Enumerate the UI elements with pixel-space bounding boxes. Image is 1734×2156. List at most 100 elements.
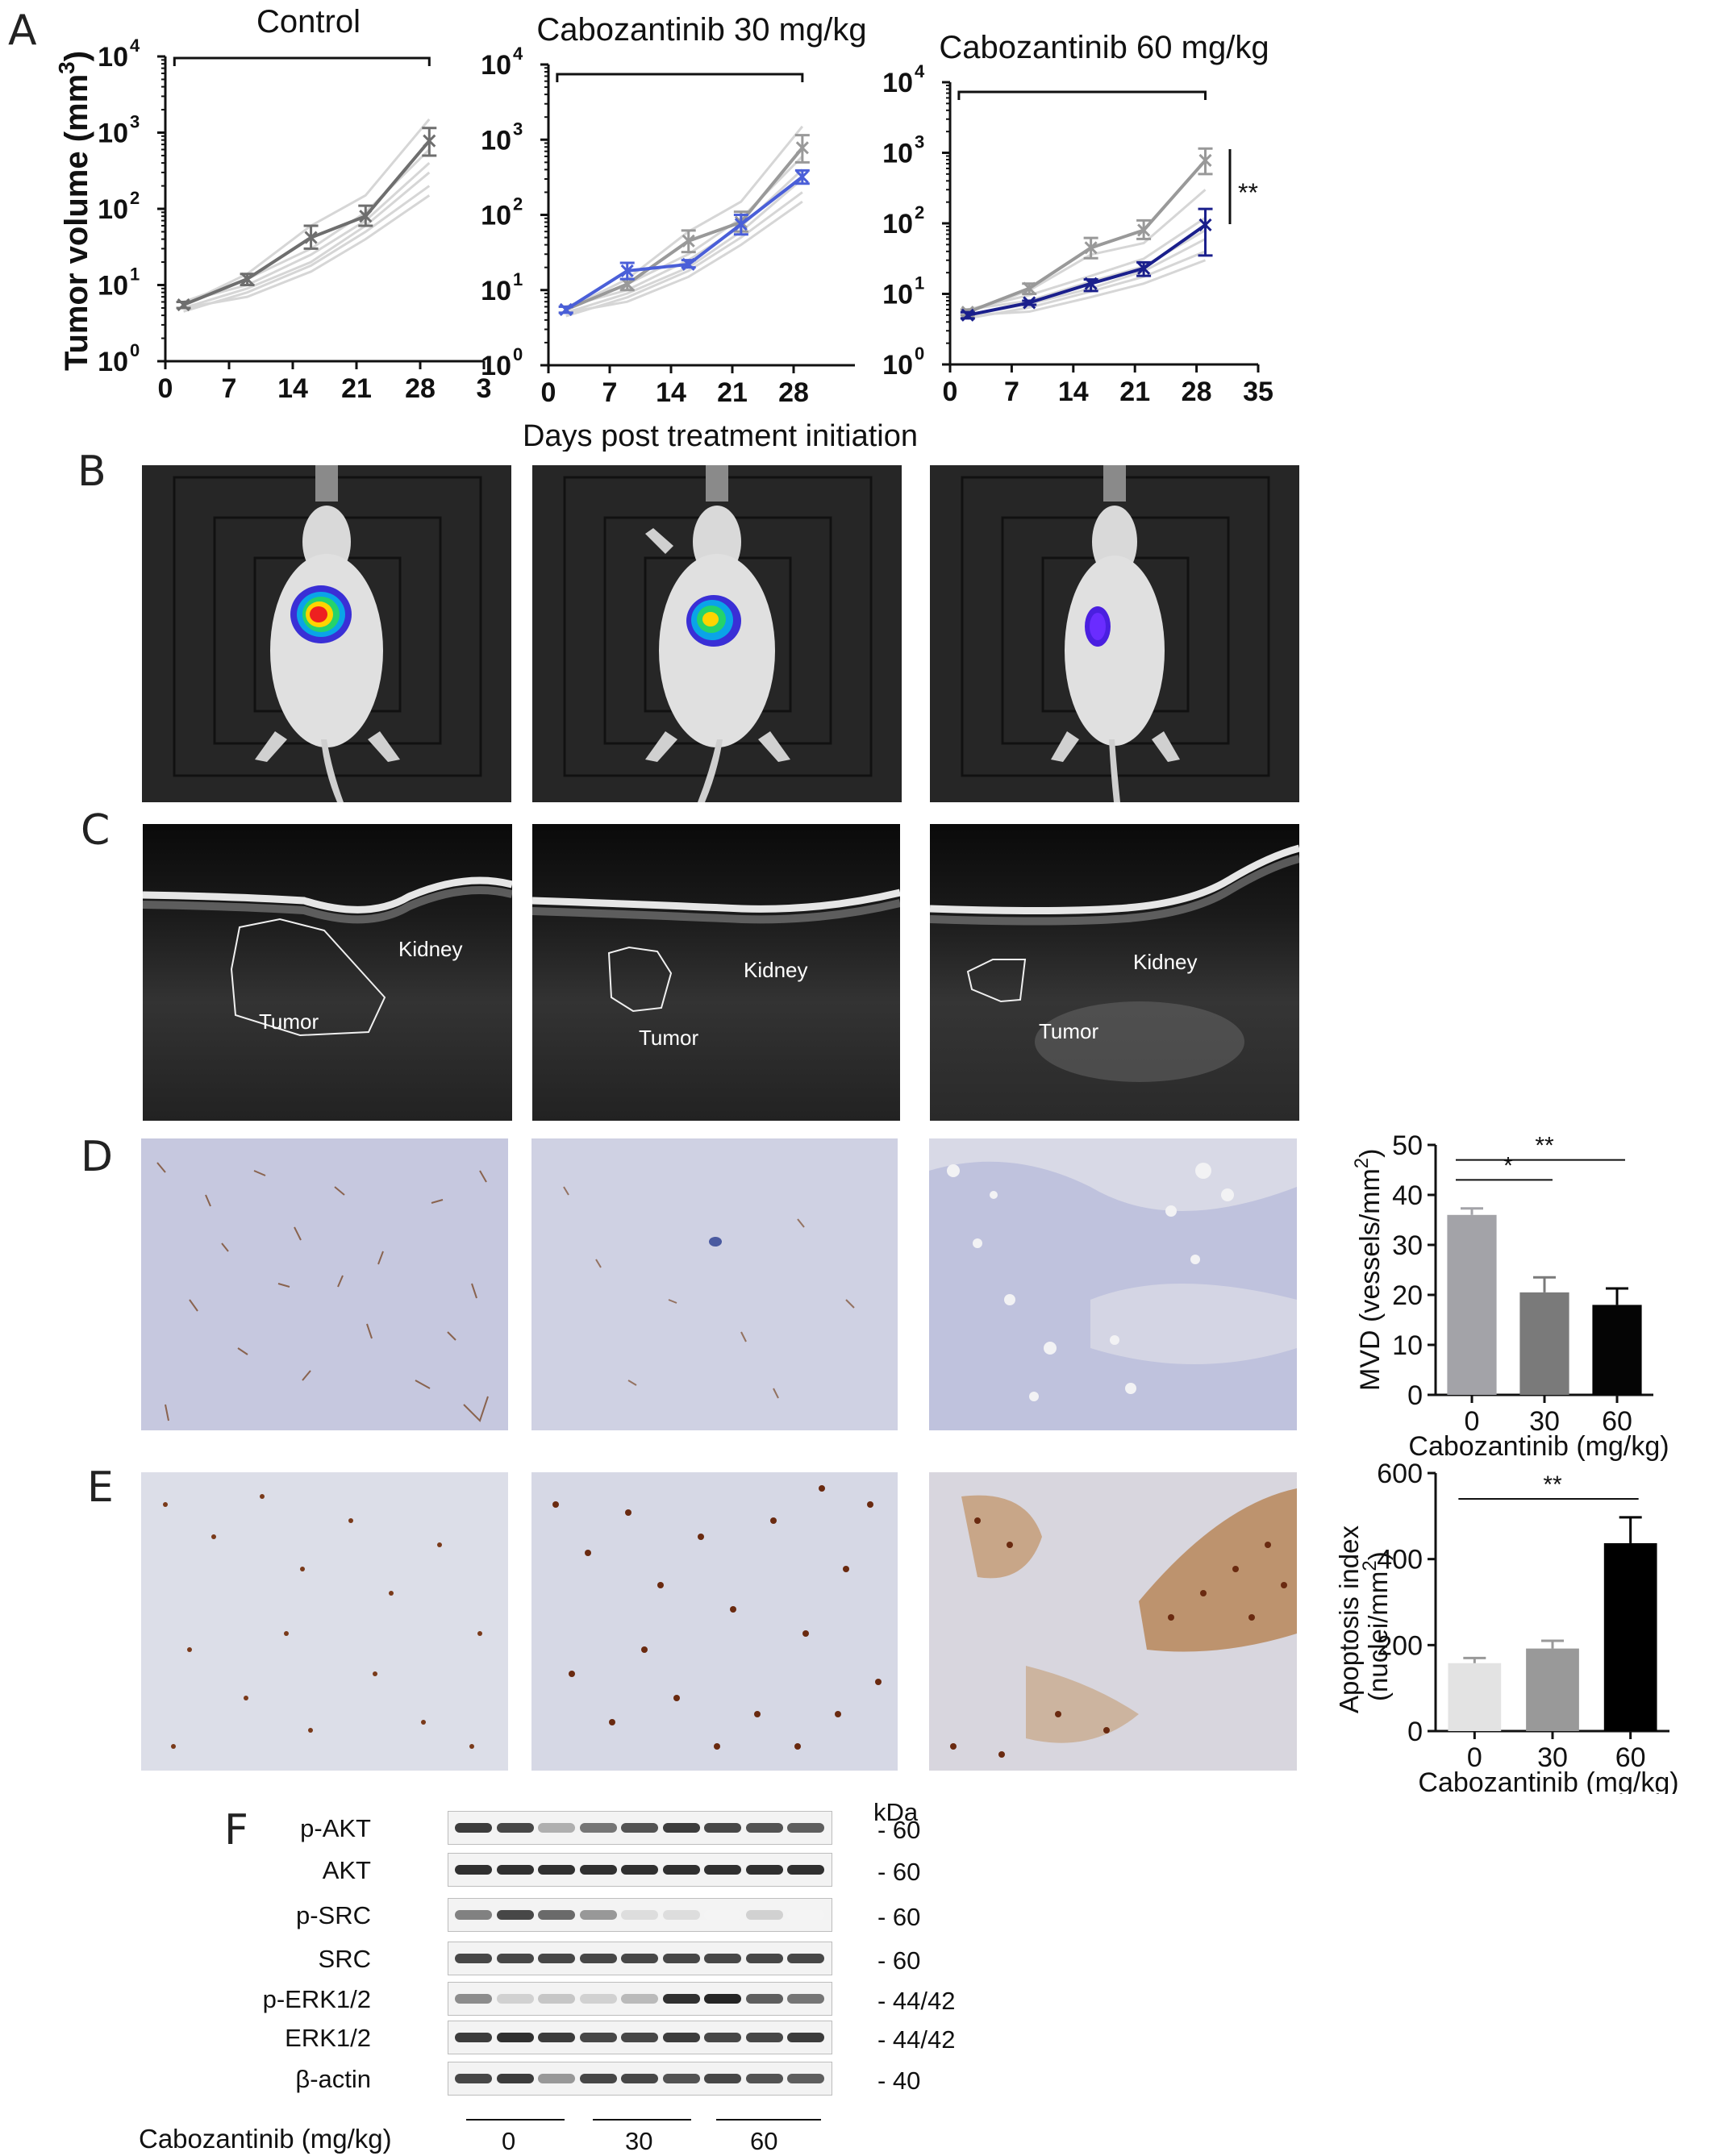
mvd-xlabel: Cabozantinib (mg/kg) [1408,1431,1669,1462]
apoptosis-x-tick-label-0: 0 [1467,1742,1482,1773]
x-tick-label-2-1: 7 [1004,377,1019,407]
data-point-0-0-1 [240,272,254,286]
blot-band-5-3 [579,2033,617,2042]
y-tick-label-1-0: 10 [481,351,511,381]
panel-label-d: D [81,1133,114,1181]
mvd-bar-2 [1592,1305,1642,1395]
blot-band-6-2 [538,2074,575,2083]
treatment-bracket-1 [556,73,804,82]
y-tick-label-2-2: 10 [882,209,913,239]
blot-band-0-3 [579,1823,617,1833]
blot-kda-2: - 60 [877,1903,921,1931]
blot-band-6-6 [704,2074,741,2083]
mvd-x-tick-label-1: 30 [1529,1406,1560,1437]
western-blot-panel: kDa p-AKT - 60 AKT - 60 p-SRC - 60 SRC - 60 p-ER… [0,1782,1048,2155]
blot-label-5: ERK1/2 [285,2024,371,2052]
blot-band-2-4 [621,1910,658,1920]
kda-header: kDa [873,1798,919,1826]
individual-trace-0-5 [183,194,431,310]
y-tick-exp-1-0: 0 [513,344,523,364]
blot-kda-0: - 60 [877,1816,921,1844]
blot-band-5-6 [704,2033,741,2042]
blot-strip-3 [448,1942,832,1975]
y-tick-exp-1-4: 4 [513,44,523,64]
blot-band-2-3 [579,1910,617,1920]
y-tick-label-2-1: 10 [882,280,913,310]
mvd-x-tick-label-2: 60 [1602,1406,1632,1437]
y-tick-exp-2-2: 2 [915,202,924,223]
apoptosis-bar-0 [1448,1663,1502,1731]
individual-trace-0-2 [183,185,431,313]
data-point-0-0-0 [177,298,190,312]
y-tick-exp-2-0: 0 [915,343,924,364]
bli-image-30 [532,465,902,802]
data-point-2-0-4 [1198,153,1212,168]
blot-band-3-0 [455,1954,492,1963]
y-tick-exp-1-2: 2 [513,194,523,214]
ultrasound-30: Kidney Tumor [532,824,900,1121]
blot-band-4-0 [455,1994,492,2004]
blot-label-4: p-ERK1/2 [262,1985,371,2013]
panel-label-c: C [81,806,110,855]
blot-band-0-0 [455,1823,492,1833]
dose-bar-30 [593,2119,691,2121]
blot-band-0-6 [704,1823,741,1833]
ihc-cd31-control [141,1138,508,1430]
blot-strip-6 [448,2062,832,2096]
dose-label: Cabozantinib (mg/kg) [139,2124,392,2154]
apoptosis-y-tick-label-3: 600 [1377,1459,1423,1489]
growth-xlabel: Days post treatment initiation [523,419,918,452]
blot-band-1-8 [787,1865,824,1875]
mvd-sig-stars-0: * [1503,1152,1513,1179]
blot-band-2-6 [704,1910,741,1920]
blot-band-1-4 [621,1865,658,1875]
x-tick-label-0-3: 21 [341,373,372,404]
apoptosis-y-tick-label-0: 0 [1407,1717,1423,1747]
data-point-2-0-2 [1084,241,1098,255]
blot-band-1-7 [745,1865,783,1875]
y-tick-exp-2-1: 1 [915,273,924,293]
mvd-y-tick-label-0: 0 [1407,1380,1423,1411]
blot-kda-6: - 40 [877,2067,921,2095]
y-tick-label-2-0: 10 [882,350,913,381]
mvd-bar-1 [1519,1292,1569,1395]
y-tick-exp-0-2: 2 [130,188,140,208]
y-tick-exp-1-1: 1 [513,269,523,289]
x-tick-label-0-4: 28 [405,373,436,404]
bar-charts-panel: MVD (vessels/mm2) Cabozantinib (mg/kg) A… [1334,1130,1679,1794]
data-point-2-0-1 [1023,281,1036,295]
blot-label-1: AKT [322,1856,371,1884]
apoptosis-y-tick-label-1: 200 [1377,1630,1423,1661]
blot-band-6-7 [745,2074,783,2083]
data-point-1-0-4 [795,141,809,155]
chart-title-1: Cabozantinib 30 mg/kg [536,12,866,48]
y-tick-exp-2-3: 3 [915,132,924,152]
blot-kda-3: - 60 [877,1946,921,1975]
blot-band-3-8 [787,1954,824,1963]
blot-band-0-5 [662,1823,700,1833]
blot-kda-5: - 44/42 [877,2025,956,2054]
blot-kda-1: - 60 [877,1858,921,1886]
blot-band-1-0 [455,1865,492,1875]
data-point-1-1-3 [734,218,748,231]
tumor-label-60: Tumor [1039,1019,1098,1043]
data-point-0-0-3 [359,210,373,223]
y-tick-label-1-2: 10 [481,201,511,231]
data-point-2-1-3 [1137,261,1151,275]
blot-band-3-3 [579,1954,617,1963]
blot-band-2-5 [662,1910,700,1920]
individual-trace-2-5 [967,259,1207,317]
x-tick-label-1-0: 0 [541,377,556,408]
panel-label-f: F [224,1806,248,1854]
blot-band-4-4 [621,1994,658,2004]
dose-0: 0 [502,2127,516,2155]
blot-band-5-5 [662,2033,700,2042]
blot-kda-4: - 44/42 [877,1987,956,2015]
x-tick-label-1-3: 21 [717,377,748,408]
mvd-sig-stars-1: ** [1535,1133,1554,1159]
mvd-y-tick-label-2: 20 [1392,1280,1423,1311]
dose-bar-60 [716,2119,821,2121]
y-tick-exp-1-3: 3 [513,119,523,139]
blot-band-1-1 [496,1865,534,1875]
y-tick-label-1-3: 10 [481,125,511,156]
